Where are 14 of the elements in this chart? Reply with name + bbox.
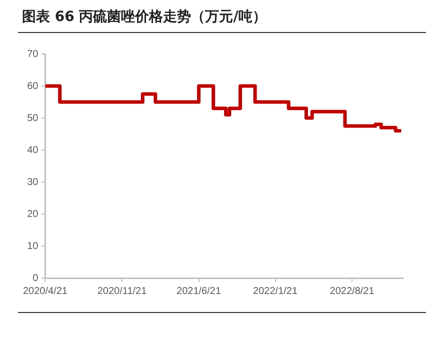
y-tick-label: 50 <box>27 112 39 124</box>
y-tick-label: 60 <box>27 80 39 92</box>
y-tick-label: 30 <box>27 176 39 188</box>
x-tick-label: 2020/11/21 <box>97 286 148 297</box>
chart-title: 图表 66 丙硫菌唑价格走势（万元/吨） <box>22 8 266 26</box>
y-tick-label: 40 <box>27 144 39 156</box>
x-tick-label: 2020/4/21 <box>22 286 68 297</box>
x-tick-label: 2022/1/21 <box>253 286 298 297</box>
y-tick-label: 70 <box>27 48 39 60</box>
x-tick-label: 2022/8/21 <box>330 286 375 297</box>
x-tick-label: 2021/6/21 <box>176 286 222 297</box>
y-tick-label: 0 <box>32 272 39 284</box>
y-tick-label: 20 <box>27 208 39 220</box>
y-tick-label: 10 <box>27 240 39 252</box>
